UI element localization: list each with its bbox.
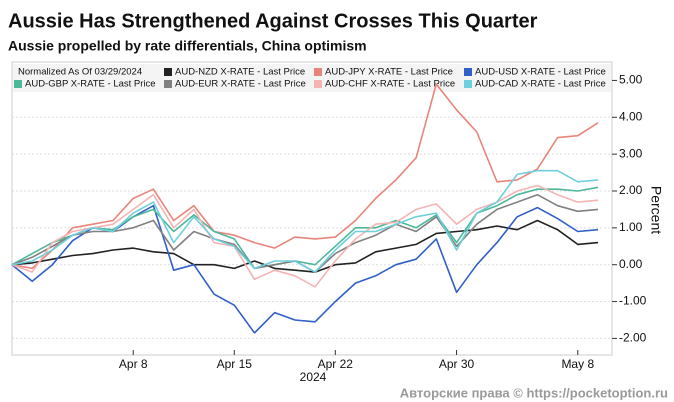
x-tick-label: Apr 22 [318,357,354,371]
legend-swatch [164,68,172,76]
legend-swatch [314,80,322,88]
legend-label: AUD-USD X-RATE - Last Price [475,67,606,78]
legend-swatch [14,80,22,88]
y-tick-label: -2.00 [619,331,647,345]
chart-title: Aussie Has Strengthened Against Crosses … [8,10,538,32]
y-tick-label: 4.00 [619,109,643,123]
legend-label: AUD-GBP X-RATE - Last Price [25,79,156,90]
legend-swatch [464,80,472,88]
plot-frame [11,61,613,356]
legend-title: Normalized As Of 03/29/2024 [18,67,142,78]
series-line [11,204,599,334]
legend-swatch [164,80,172,88]
y-tick-label: -1.00 [619,294,647,308]
y-tick-label: 5.00 [619,73,643,87]
legend-swatch [464,68,472,76]
x-tick-label: May 8 [561,357,594,371]
y-tick-label: 2.00 [619,183,643,197]
x-tick-label: Apr 8 [119,357,148,371]
chart-subtitle: Aussie propelled by rate differentials, … [8,38,367,54]
legend-label: AUD-CHF X-RATE - Last Price [325,79,455,90]
y-axis-label: Percent [648,186,664,234]
x-axis-year: 2024 [300,370,327,384]
series-line [11,193,599,273]
legend-label: AUD-JPY X-RATE - Last Price [325,67,453,78]
legend-label: AUD-CAD X-RATE - Last Price [475,79,606,90]
series-line [11,219,599,273]
x-tick-label: Apr 30 [439,357,475,371]
series-line [11,184,599,288]
legend-label: AUD-NZD X-RATE - Last Price [175,67,305,78]
series-line [11,83,599,270]
y-tick-label: 0.00 [619,257,643,271]
y-tick-label: 1.00 [619,220,643,234]
series-line [11,186,599,270]
watermark: Авторские права © https://pocketoption.r… [400,385,668,400]
legend-label: AUD-EUR X-RATE - Last Price [175,79,306,90]
x-tick-label: Apr 15 [217,357,253,371]
legend-swatch [314,68,322,76]
series-line [11,169,599,273]
legend-box [13,64,611,92]
y-tick-label: 3.00 [619,146,643,160]
